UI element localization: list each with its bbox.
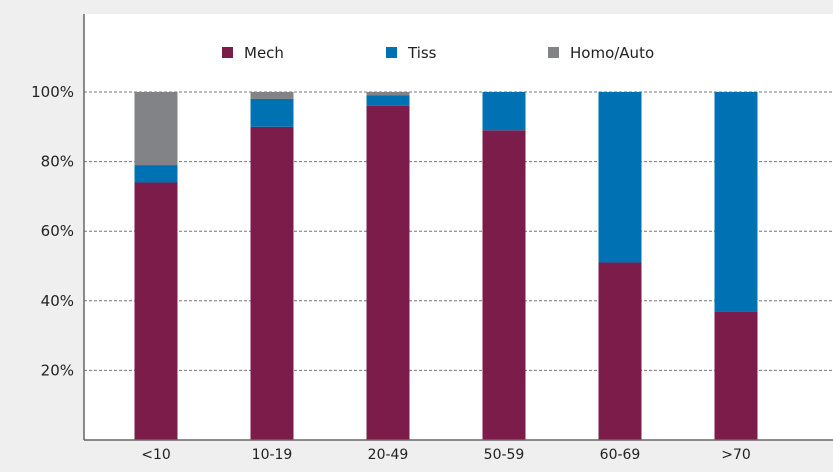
bar-segment-mech xyxy=(482,130,526,440)
legend-label: Tiss xyxy=(407,44,437,62)
bar-segment-tiss xyxy=(134,165,178,183)
x-tick-label: 20-49 xyxy=(368,447,409,463)
legend-swatch-homo-auto xyxy=(548,47,559,58)
x-tick-label: 60-69 xyxy=(600,447,641,463)
bar-segment-tiss xyxy=(366,95,410,106)
legend-swatch-mech xyxy=(222,47,233,58)
bars xyxy=(134,92,758,441)
y-tick-label: 20% xyxy=(41,361,74,379)
x-tick-label: 50-59 xyxy=(484,447,525,463)
y-tick-label: 80% xyxy=(41,153,74,171)
bar-segment-homo-auto xyxy=(134,92,178,166)
bar-segment-mech xyxy=(366,105,410,441)
bar-segment-homo-auto xyxy=(366,92,410,96)
legend-label: Homo/Auto xyxy=(570,44,654,62)
bar-segment-homo-auto xyxy=(250,92,294,99)
x-tick-label: <10 xyxy=(141,447,171,463)
plot-area xyxy=(84,14,833,440)
bar-segment-mech xyxy=(714,311,758,440)
bar-segment-tiss xyxy=(250,98,294,127)
bar-segment-tiss xyxy=(482,92,526,131)
y-tick-labels: 20% 40% 60% 80% 100% xyxy=(31,83,74,379)
bar-segment-mech xyxy=(598,262,642,440)
bar-segment-mech xyxy=(134,182,178,441)
bar-segment-tiss xyxy=(598,92,642,263)
bar-segment-tiss xyxy=(714,92,758,312)
y-tick-label: 40% xyxy=(41,292,74,310)
y-tick-label: 100% xyxy=(31,83,74,101)
bar-segment-mech xyxy=(250,126,294,441)
legend: Mech Tiss Homo/Auto xyxy=(222,44,654,62)
legend-swatch-tiss xyxy=(386,47,397,58)
x-tick-label: 10-19 xyxy=(252,447,293,463)
x-tick-label: >70 xyxy=(721,447,751,463)
x-tick-labels: <10 10-19 20-49 50-59 60-69 >70 xyxy=(141,447,751,463)
legend-label: Mech xyxy=(244,44,284,62)
y-tick-label: 60% xyxy=(41,222,74,240)
